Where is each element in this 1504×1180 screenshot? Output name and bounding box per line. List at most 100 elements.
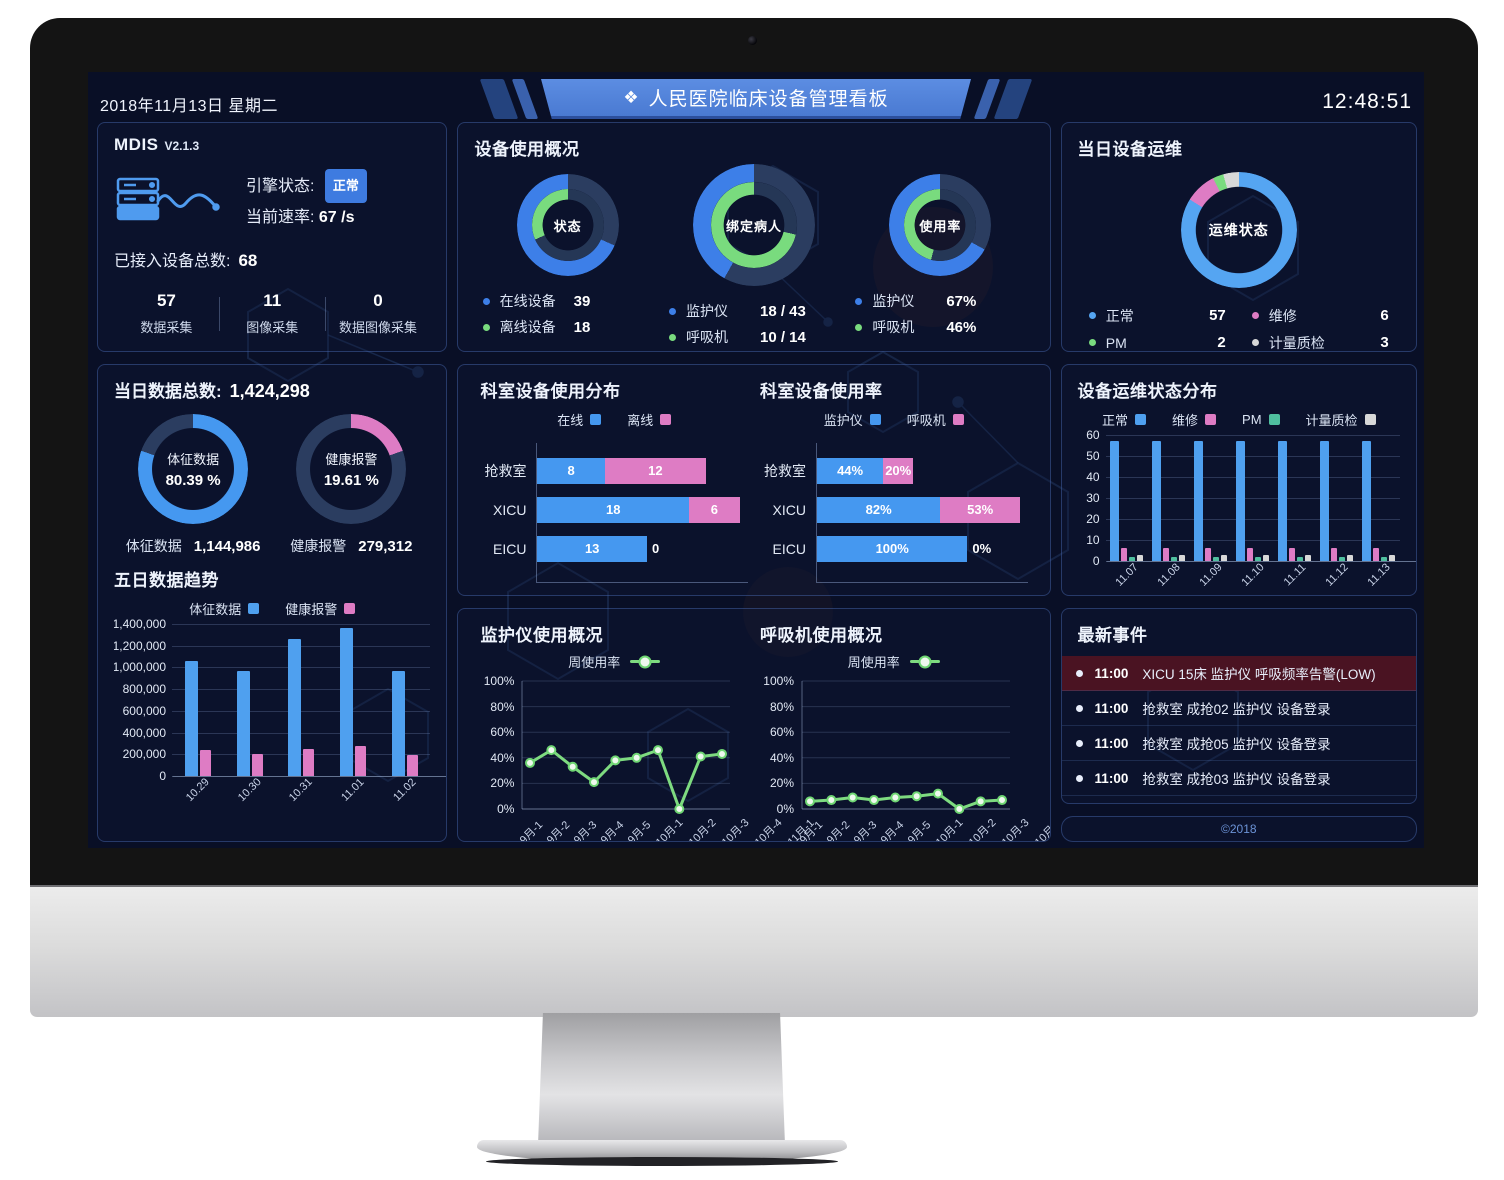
- event-bullet-icon: [1075, 739, 1083, 747]
- bar-groups: [1106, 435, 1400, 561]
- legend-label: 监护仪: [823, 413, 863, 428]
- legend-item: 健康报警: [285, 599, 356, 618]
- bar: [1339, 557, 1346, 561]
- y-tick-label: 40%: [769, 750, 794, 765]
- x-axis-labels: 11.07 11.08 11.09 11.10 11.11 11.12 11.13: [1106, 561, 1400, 588]
- bar-segment: 18: [537, 496, 690, 523]
- y-tick-label: 40%: [490, 750, 515, 765]
- event-bullet-icon: [1075, 704, 1083, 712]
- five-day-trend: 五日数据趋势 体征数据 健康报警 1,400,000 1,200,000 1,000,…: [114, 566, 447, 804]
- dept-rate-legend: 监护仪 呼吸机: [760, 410, 1028, 429]
- dept-dist-chart-block: 科室设备使用分布 在线 离线 抢救室 XICU EICU 8 12 18 6 13 0: [474, 377, 754, 583]
- five-day-trend-title: 五日数据趋势: [114, 571, 219, 590]
- legend-item: 离线: [627, 410, 672, 429]
- mdis-stat-label: 图像采集: [246, 320, 299, 335]
- legend-item: 在线: [557, 410, 602, 429]
- bar-group: [339, 624, 366, 776]
- grid-line: [1105, 498, 1400, 499]
- grid-line: [172, 689, 431, 691]
- legend-swatch: [344, 603, 356, 614]
- maintenance-legend: 正常 57 维修 6 PM 2 计量质检 3: [1088, 302, 1389, 351]
- bar-groups: [172, 624, 430, 776]
- bar: [236, 671, 250, 776]
- bar: [303, 749, 315, 776]
- alerts-stat: 健康报警 279,312: [290, 538, 413, 555]
- x-tick-label: 9月-1: [518, 819, 546, 842]
- panel-maint-dist: 设备运维状态分布 正常 维修 PM 计量质检 60 50 40 30 20 10 0 11.07 11…: [1060, 364, 1417, 596]
- bar: [1179, 555, 1186, 561]
- bar: [1297, 557, 1304, 561]
- zero-value-label: 0%: [972, 541, 992, 556]
- mdis-stat-value: 57: [156, 291, 176, 310]
- dept-rate-title: 科室设备使用率: [760, 382, 883, 401]
- monitor-stand-base: [477, 1140, 847, 1162]
- bar: [1255, 557, 1262, 561]
- copyright-text: ©2018: [1221, 822, 1257, 836]
- legend-label: PM: [1105, 334, 1127, 351]
- vitals-stat: 体征数据 1,144,986: [125, 538, 261, 555]
- y-tick-label: 1,200,000: [114, 638, 166, 653]
- legend-value: 67%: [946, 292, 977, 310]
- legend-label: 监护仪: [872, 293, 915, 309]
- legend-value: 3: [1380, 334, 1389, 351]
- legend-dot: [1088, 339, 1096, 346]
- bar: [1278, 441, 1288, 561]
- y-tick-label: 0%: [497, 802, 515, 816]
- engine-status-badge: 正常: [324, 169, 367, 203]
- stat-divider: [218, 296, 220, 331]
- legend-row: 在线设备 39: [482, 288, 653, 314]
- dept-rate-chart-block: 科室设备使用率 监护仪 呼吸机 抢救室 XICU EICU 44% 20% 82% 53% 10…: [754, 377, 1034, 583]
- legend-dot: [668, 307, 676, 315]
- legend-label: 在线设备: [499, 293, 556, 309]
- bar-group: [1278, 435, 1312, 561]
- legend-dot: [482, 297, 490, 305]
- legend-dot: [1251, 339, 1259, 346]
- y-tick-label: 60%: [769, 725, 794, 740]
- alerts-donut: 健康报警 19.61 %: [296, 414, 407, 524]
- legend-value: 10 / 14: [759, 328, 806, 346]
- legend-swatch: [248, 603, 260, 614]
- legend-label: 正常: [1102, 413, 1129, 428]
- donut-center-label: 运维状态: [1208, 222, 1269, 238]
- mdis-stat-value: 11: [263, 291, 282, 310]
- vent-usage-title: 呼吸机使用概况: [760, 626, 883, 645]
- event-time: 11:00: [1094, 735, 1129, 751]
- events-list: 11:00 XICU 15床 监护仪 呼吸频率告警(LOW) 11:00 抢救室 成抢…: [1061, 656, 1416, 803]
- event-row: 11:00 XICU 15床 监护仪 呼吸频率告警(LOW): [1061, 656, 1416, 691]
- overview-donuts: 状态 在线设备 39 离线设备 18 绑定病人 监护仪 18 / 43 呼吸机 10 / 1…: [474, 164, 1033, 350]
- server-pulse-icon: [116, 177, 220, 221]
- category-label: EICU: [493, 541, 527, 558]
- today-total-row: 当日数据总数: 1,424,298: [114, 381, 310, 401]
- grid-line: [1105, 540, 1400, 541]
- legend-value: 39: [573, 292, 591, 310]
- bar-group: [1110, 435, 1144, 561]
- y-tick-label: 20%: [490, 776, 515, 791]
- event-time: 11:00: [1094, 700, 1129, 716]
- y-tick-label: 1,400,000: [114, 617, 166, 631]
- panel-usage-lines: 监护仪使用概况 周使用率 100% 80% 60% 40% 20% 0% 9月-1 9月-2 9…: [457, 608, 1051, 842]
- bound-patient-legend: 监护仪 18 / 43 呼吸机 10 / 14: [668, 298, 839, 350]
- stat-divider: [324, 296, 326, 331]
- legend-label: 维修: [1268, 307, 1297, 324]
- legend-row: 呼吸机 10 / 14: [668, 324, 839, 350]
- x-tick-label: 10月-2: [966, 816, 999, 842]
- hbar-plot: 44% 20% 82% 53% 100% 0%: [816, 443, 1028, 583]
- grid-line: [172, 776, 447, 777]
- legend-swatch: [1205, 414, 1217, 425]
- y-tick-label: 400,000: [122, 725, 166, 740]
- engine-status-row: 引擎状态: 正常: [246, 169, 367, 203]
- y-tick-label: 100%: [763, 674, 794, 688]
- bar-segment: 20%: [883, 457, 914, 484]
- x-tick-label: 10月-1: [653, 816, 686, 842]
- monitor-bezel: 2018年11月13日 星期二 ❖ 人民医院临床设备管理看板 12:48:51: [30, 18, 1478, 885]
- mdis-stat-label: 数据采集: [140, 320, 193, 335]
- donut-ring: [1180, 172, 1297, 288]
- usage-rate-donut: 使用率: [889, 174, 992, 276]
- y-tick-label: 30: [1086, 491, 1100, 505]
- dept-dist-chart: 抢救室 XICU EICU 8 12 18 6 13 0: [480, 443, 748, 583]
- y-axis: 60 50 40 30 20 10 0: [1078, 428, 1106, 568]
- event-bullet-icon: [1075, 669, 1083, 677]
- grid-line: [1105, 477, 1400, 478]
- y-tick-label: 1,000,000: [114, 660, 166, 675]
- monitor: 2018年11月13日 星期二 ❖ 人民医院临床设备管理看板 12:48:51: [30, 18, 1478, 1017]
